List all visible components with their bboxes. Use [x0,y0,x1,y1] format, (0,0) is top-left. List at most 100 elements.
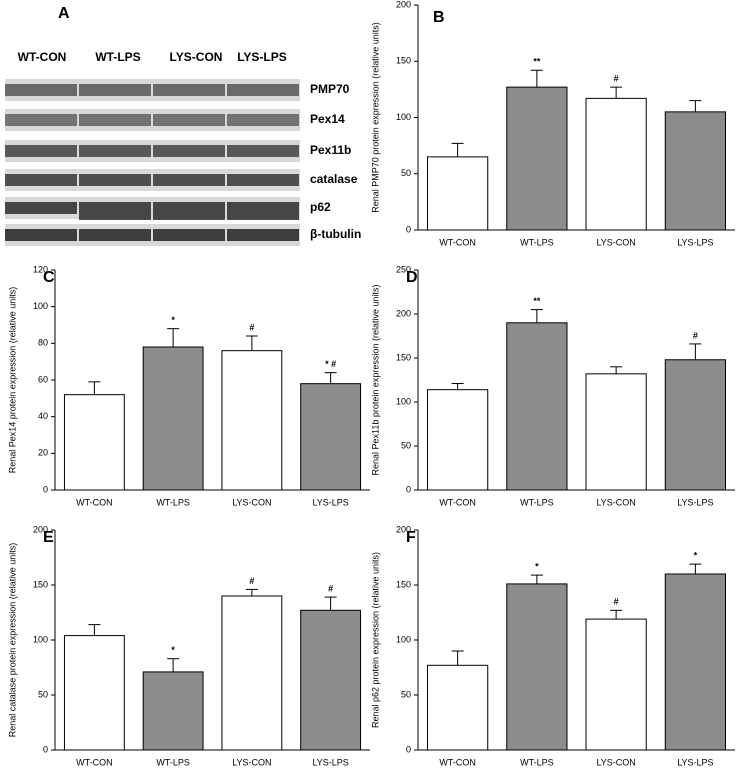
y-tick-label: 60 [38,374,48,384]
x-tick-label: LYS-LPS [312,757,348,767]
bar [63,635,125,751]
y-tick-label: 50 [401,689,411,699]
protein-label: Pex14 [310,112,345,126]
blot-band [79,202,151,220]
panel-label: B [433,9,445,26]
y-tick-label: 0 [43,744,48,754]
western-blot: A WT-CON WT-LPS LYS-CON LYS-LPS PMP70 Pex14 Pex… [5,5,361,246]
y-tick-label: 80 [38,338,48,348]
bar [300,383,362,491]
y-tick-label: 250 [396,264,411,274]
y-tick-label: 50 [38,689,48,699]
protein-label: β-tubulin [310,227,361,241]
protein-label: catalase [310,172,358,186]
blot-band [227,174,299,186]
y-tick-label: 0 [406,224,411,234]
blot-band [5,202,77,214]
x-tick-label: LYS-CON [596,237,635,247]
panel-label: D [406,269,418,286]
x-tick-label: WT-CON [76,757,113,767]
significance-mark: # [614,597,619,607]
significance-mark: * [171,645,175,655]
bar [664,573,726,751]
x-tick-label: WT-CON [439,497,476,507]
y-tick-label: 0 [43,484,48,494]
blot-band [153,229,225,241]
x-tick-label: LYS-CON [596,497,635,507]
y-axis-label: Renal PMP70 protein expression (relative… [370,22,380,213]
chart-panel: F Renal p62 protein expression (relative … [370,524,735,767]
y-axis-label: Renal p62 protein expression (relative u… [370,552,380,728]
group-label: LYS-CON [170,50,223,64]
blot-band [153,84,225,96]
x-tick-label: WT-LPS [156,497,190,507]
y-tick-label: 200 [33,524,48,534]
blot-band [5,114,77,126]
bar [427,389,489,491]
y-tick-label: 0 [406,744,411,754]
blot-band [153,174,225,186]
y-tick-label: 150 [33,579,48,589]
y-axis-label: Renal catalase protein expression (relat… [7,543,17,738]
x-tick-label: LYS-LPS [312,497,348,507]
significance-mark: ** [533,296,541,306]
blot-strip [5,79,300,101]
blot-band [5,145,77,157]
y-axis-label: Renal Pex11b protein expression (relativ… [370,285,380,476]
y-tick-label: 50 [401,440,411,450]
y-tick-label: 50 [401,168,411,178]
panel-label: F [406,529,416,546]
bar [585,618,647,751]
blot-band [79,84,151,96]
blot-band [153,145,225,157]
x-tick-label: WT-CON [439,237,476,247]
bar [506,322,568,491]
x-tick-label: WT-CON [439,757,476,767]
protein-label: PMP70 [310,82,350,96]
chart-panel: D Renal Pex11b protein expression (relati… [370,264,735,507]
blot-strip [5,109,300,131]
blot-band [5,174,77,186]
significance-mark: * [694,550,698,560]
bar [63,394,125,491]
blot-band [153,202,225,220]
y-tick-label: 100 [33,301,48,311]
bar [427,156,489,231]
blot-band [79,145,151,157]
group-label: LYS-LPS [237,50,287,64]
blot-strip [5,224,300,246]
blot-band [227,202,299,220]
blot-strip [5,140,300,162]
significance-mark: # [249,576,254,586]
protein-label: Pex11b [310,143,351,157]
y-tick-label: 100 [396,112,411,122]
blot-band [227,84,299,96]
significance-mark: # [614,74,619,84]
bar [506,583,568,751]
x-tick-label: WT-LPS [156,757,190,767]
blot-strip [5,197,300,219]
bar [585,373,647,491]
blot-band [79,174,151,186]
bar [585,97,647,231]
blot-band [79,229,151,241]
blot-strip [5,169,300,191]
blot-band [5,84,77,96]
group-label: WT-CON [18,50,67,64]
x-tick-label: WT-LPS [520,237,554,247]
y-tick-label: 0 [406,484,411,494]
x-tick-label: LYS-CON [232,757,271,767]
significance-mark: ** [533,57,541,67]
x-tick-label: WT-CON [76,497,113,507]
protein-label: p62 [310,200,331,214]
bar [142,346,204,491]
y-tick-label: 120 [33,264,48,274]
panel-label: A [58,5,70,22]
bar [506,86,568,231]
y-tick-label: 40 [38,411,48,421]
y-tick-label: 100 [396,634,411,644]
x-tick-label: LYS-CON [232,497,271,507]
blot-band [79,114,151,126]
y-tick-label: 200 [396,0,411,9]
